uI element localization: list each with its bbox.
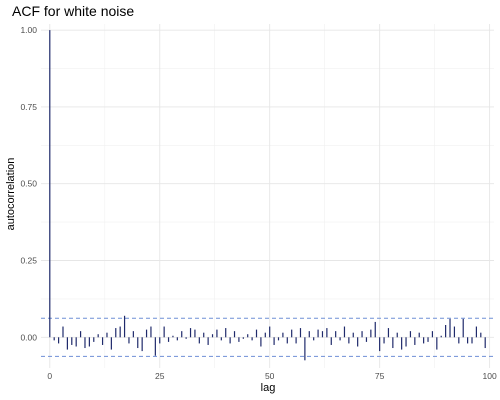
y-axis-title: autocorrelation [5,158,17,231]
y-tick-label: 0.00 [20,332,37,342]
acf-bars [49,30,486,361]
y-tick-label: 0.50 [20,179,37,189]
y-axis-ticks: 0.00 0.25 0.50 0.75 1.00 [20,25,37,342]
x-tick-label: 75 [375,371,385,381]
x-tick-label: 50 [265,371,275,381]
y-tick-label: 0.75 [20,102,37,112]
y-tick-label: 0.25 [20,256,37,266]
x-axis-title: lag [261,382,276,394]
chart-title: ACF for white noise [12,3,134,19]
grid [41,24,494,368]
y-tick-label: 1.00 [20,25,37,35]
x-tick-label: 25 [155,371,165,381]
x-tick-label: 0 [47,371,52,381]
x-tick-label: 100 [483,371,497,381]
confidence-bounds [41,317,494,357]
x-axis-ticks: 0 25 50 75 100 [47,371,497,381]
